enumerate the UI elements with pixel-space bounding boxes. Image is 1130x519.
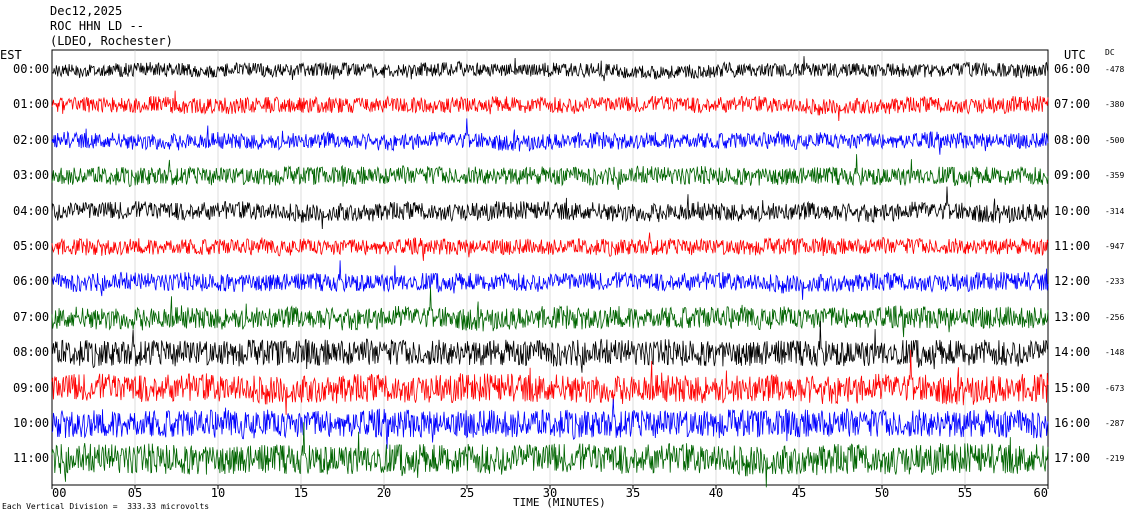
utc-label: 14:00 — [1054, 345, 1091, 360]
utc-label: 16:00 — [1054, 416, 1091, 430]
trace-row-0000 — [51, 56, 1049, 82]
dc-value: -947 — [1105, 242, 1125, 251]
x-axis-title: TIME (MINUTES) — [513, 496, 606, 509]
dc-value: -359 — [1105, 171, 1125, 181]
dc-value: -256 — [1105, 312, 1125, 322]
trace-row-0600 — [51, 260, 1049, 300]
dc-value: -673 — [1105, 383, 1125, 393]
x-tick-label: 60 — [1034, 486, 1048, 500]
dc-value: -380 — [1105, 100, 1125, 110]
utc-label: 08:00 — [1054, 132, 1091, 147]
trace-row-0700 — [51, 287, 1049, 338]
est-label: 06:00 — [13, 274, 50, 289]
utc-label: 10:00 — [1054, 203, 1091, 218]
utc-label: 17:00 — [1054, 451, 1091, 466]
utc-label: 13:00 — [1054, 309, 1091, 324]
x-tick-label: 20 — [377, 486, 391, 500]
utc-label: 11:00 — [1054, 239, 1091, 253]
x-tick-label: 25 — [460, 486, 474, 500]
x-tick-label: 00 — [52, 486, 66, 500]
x-tick-label: 15 — [294, 486, 308, 500]
x-tick-label: 45 — [792, 486, 806, 500]
utc-label: 15:00 — [1054, 380, 1091, 395]
trace-row-1000 — [51, 398, 1049, 449]
utc-label: 06:00 — [1054, 62, 1091, 76]
trace-row-0900 — [51, 349, 1049, 415]
trace-row-0400 — [51, 186, 1049, 230]
left-axis-title: EST — [0, 48, 22, 62]
x-tick-label: 10 — [211, 486, 225, 500]
est-label: 04:00 — [13, 203, 50, 218]
dc-value: -219 — [1105, 454, 1125, 464]
dc-value: -148 — [1105, 348, 1125, 358]
dc-value: -287 — [1105, 419, 1125, 428]
dc-value: -478 — [1105, 65, 1125, 74]
utc-label: 07:00 — [1054, 97, 1091, 112]
trace-row-1100 — [51, 422, 1049, 488]
trace-row-0100 — [51, 90, 1049, 122]
date-label: Dec12,2025 — [50, 4, 123, 18]
dc-header: DC — [1105, 48, 1115, 57]
est-label: 02:00 — [13, 132, 50, 147]
network-label: (LDEO, Rochester) — [50, 34, 173, 48]
utc-label: 09:00 — [1054, 168, 1091, 183]
est-label: 01:00 — [13, 97, 50, 112]
trace-row-0800 — [51, 321, 1049, 373]
x-tick-label: 35 — [626, 486, 640, 500]
x-tick-label: 05 — [128, 486, 142, 500]
est-label: 00:00 — [13, 62, 50, 76]
dc-value: -314 — [1105, 206, 1125, 216]
est-label: 09:00 — [13, 380, 50, 395]
est-label: 07:00 — [13, 309, 50, 324]
trace-row-0500 — [51, 232, 1049, 261]
x-tick-label: 40 — [709, 486, 723, 500]
x-tick-label: 30 — [543, 486, 557, 500]
est-label: 08:00 — [13, 345, 50, 360]
est-label: 03:00 — [13, 168, 50, 183]
trace-row-0300 — [51, 154, 1049, 190]
est-label: 11:00 — [13, 451, 50, 466]
est-label: 10:00 — [13, 416, 50, 430]
x-tick-label: 50 — [875, 486, 889, 500]
trace-row-0200 — [51, 118, 1049, 155]
est-label: 05:00 — [13, 239, 50, 253]
right-axis-title: UTC — [1064, 48, 1086, 62]
x-tick-label: 55 — [958, 486, 972, 500]
dc-value: -233 — [1105, 277, 1125, 287]
station-label: ROC HHN LD -- — [50, 19, 144, 33]
scale-note: Each Vertical Division = 333.33 microvol… — [2, 502, 210, 511]
dc-value: -500 — [1105, 135, 1125, 145]
utc-label: 12:00 — [1054, 274, 1091, 289]
